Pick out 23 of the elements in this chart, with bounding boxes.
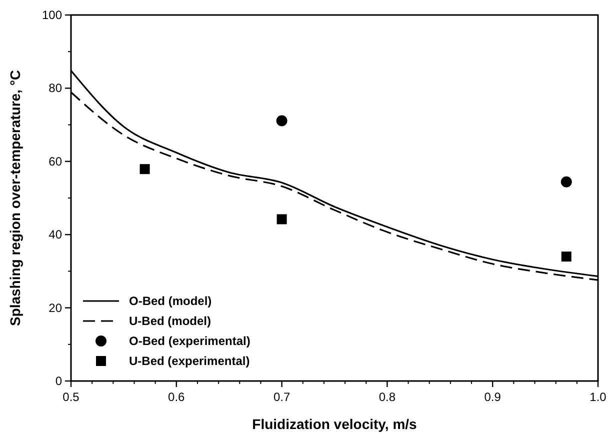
point bbox=[276, 115, 288, 126]
x-tick-label: 0.7 bbox=[273, 390, 290, 404]
x-tick-label: 1.0 bbox=[590, 390, 607, 404]
point bbox=[276, 214, 287, 224]
legend-label: O-Bed (experimental) bbox=[129, 334, 250, 348]
y-tick-label: 0 bbox=[55, 374, 62, 388]
point bbox=[561, 252, 572, 262]
y-tick-label: 20 bbox=[48, 300, 62, 315]
y-tick-label: 60 bbox=[48, 154, 62, 168]
y-tick-label: 100 bbox=[42, 8, 62, 22]
y-tick-label: 40 bbox=[48, 228, 62, 242]
x-tick-label: 0.9 bbox=[484, 390, 502, 404]
legend-label: O-Bed (model) bbox=[129, 294, 212, 308]
y-axis-title: Splashing region over-temperature, °C bbox=[7, 70, 23, 326]
y-tick-label: 80 bbox=[48, 81, 62, 96]
x-tick-label: 0.8 bbox=[378, 390, 396, 404]
x-tick-label: 0.6 bbox=[168, 390, 186, 404]
legend-label: U-Bed (model) bbox=[129, 314, 211, 328]
legend-label: U-Bed (experimental) bbox=[129, 354, 250, 368]
x-axis-title: Fluidization velocity, m/s bbox=[252, 416, 418, 432]
point bbox=[560, 176, 572, 188]
x-tick-label: 0.5 bbox=[62, 390, 80, 404]
point bbox=[140, 164, 150, 174]
